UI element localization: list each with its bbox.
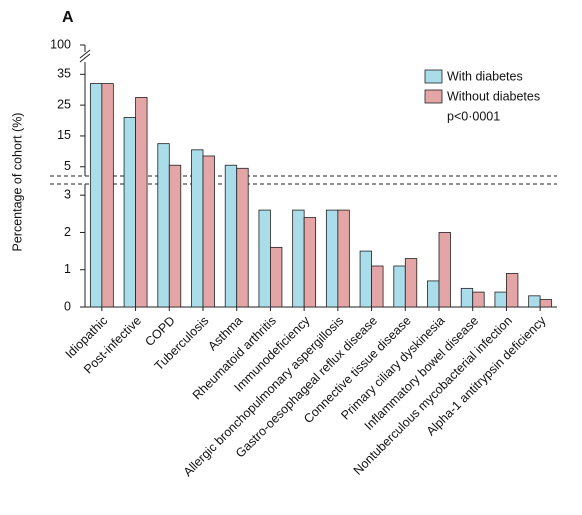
bar bbox=[460, 287, 474, 308]
legend-swatch bbox=[424, 69, 443, 84]
bar bbox=[427, 280, 440, 308]
bar bbox=[303, 217, 317, 308]
bar bbox=[337, 209, 350, 308]
bar bbox=[292, 209, 305, 308]
bar bbox=[359, 250, 372, 308]
y-tick-label: 5 bbox=[64, 159, 71, 173]
bar bbox=[528, 295, 541, 308]
y-tick-label: 25 bbox=[57, 97, 71, 111]
bar bbox=[494, 291, 507, 308]
bar bbox=[89, 83, 103, 308]
bar bbox=[325, 209, 339, 308]
bar bbox=[539, 299, 553, 308]
bar bbox=[224, 164, 238, 308]
y-tick-label: 100 bbox=[50, 37, 71, 51]
bar bbox=[168, 164, 182, 308]
y-tick-label: 0 bbox=[64, 299, 71, 313]
y-tick-label: 35 bbox=[57, 67, 71, 81]
bar bbox=[191, 149, 204, 308]
bar bbox=[123, 117, 136, 308]
legend-swatch bbox=[424, 89, 443, 104]
y-tick-label: 15 bbox=[57, 128, 71, 142]
bar bbox=[404, 258, 418, 308]
legend-label: With diabetes bbox=[447, 69, 523, 83]
y-tick-label: 3 bbox=[64, 187, 71, 201]
axis-break bbox=[79, 53, 91, 63]
panel-label: A bbox=[62, 9, 74, 26]
annotation: p<0·0001 bbox=[447, 109, 500, 123]
y-tick-label: 1 bbox=[64, 262, 71, 276]
bar bbox=[270, 246, 283, 308]
bar bbox=[258, 209, 271, 308]
axis-break bbox=[79, 49, 91, 59]
bar bbox=[506, 273, 519, 308]
bar bbox=[157, 143, 170, 308]
bar bbox=[371, 265, 384, 308]
legend-label: Without diabetes bbox=[447, 89, 540, 103]
bar bbox=[393, 265, 406, 308]
y-tick-label: 2 bbox=[64, 225, 71, 239]
x-tick-label: Nontuberculous mycobacterial infection bbox=[351, 314, 515, 478]
bar bbox=[438, 232, 451, 308]
bar bbox=[236, 167, 249, 308]
y-axis-label: Percentage of cohort (%) bbox=[10, 113, 24, 252]
bar bbox=[135, 97, 148, 308]
bar bbox=[472, 291, 485, 308]
bar bbox=[101, 83, 114, 308]
bar bbox=[202, 155, 215, 308]
